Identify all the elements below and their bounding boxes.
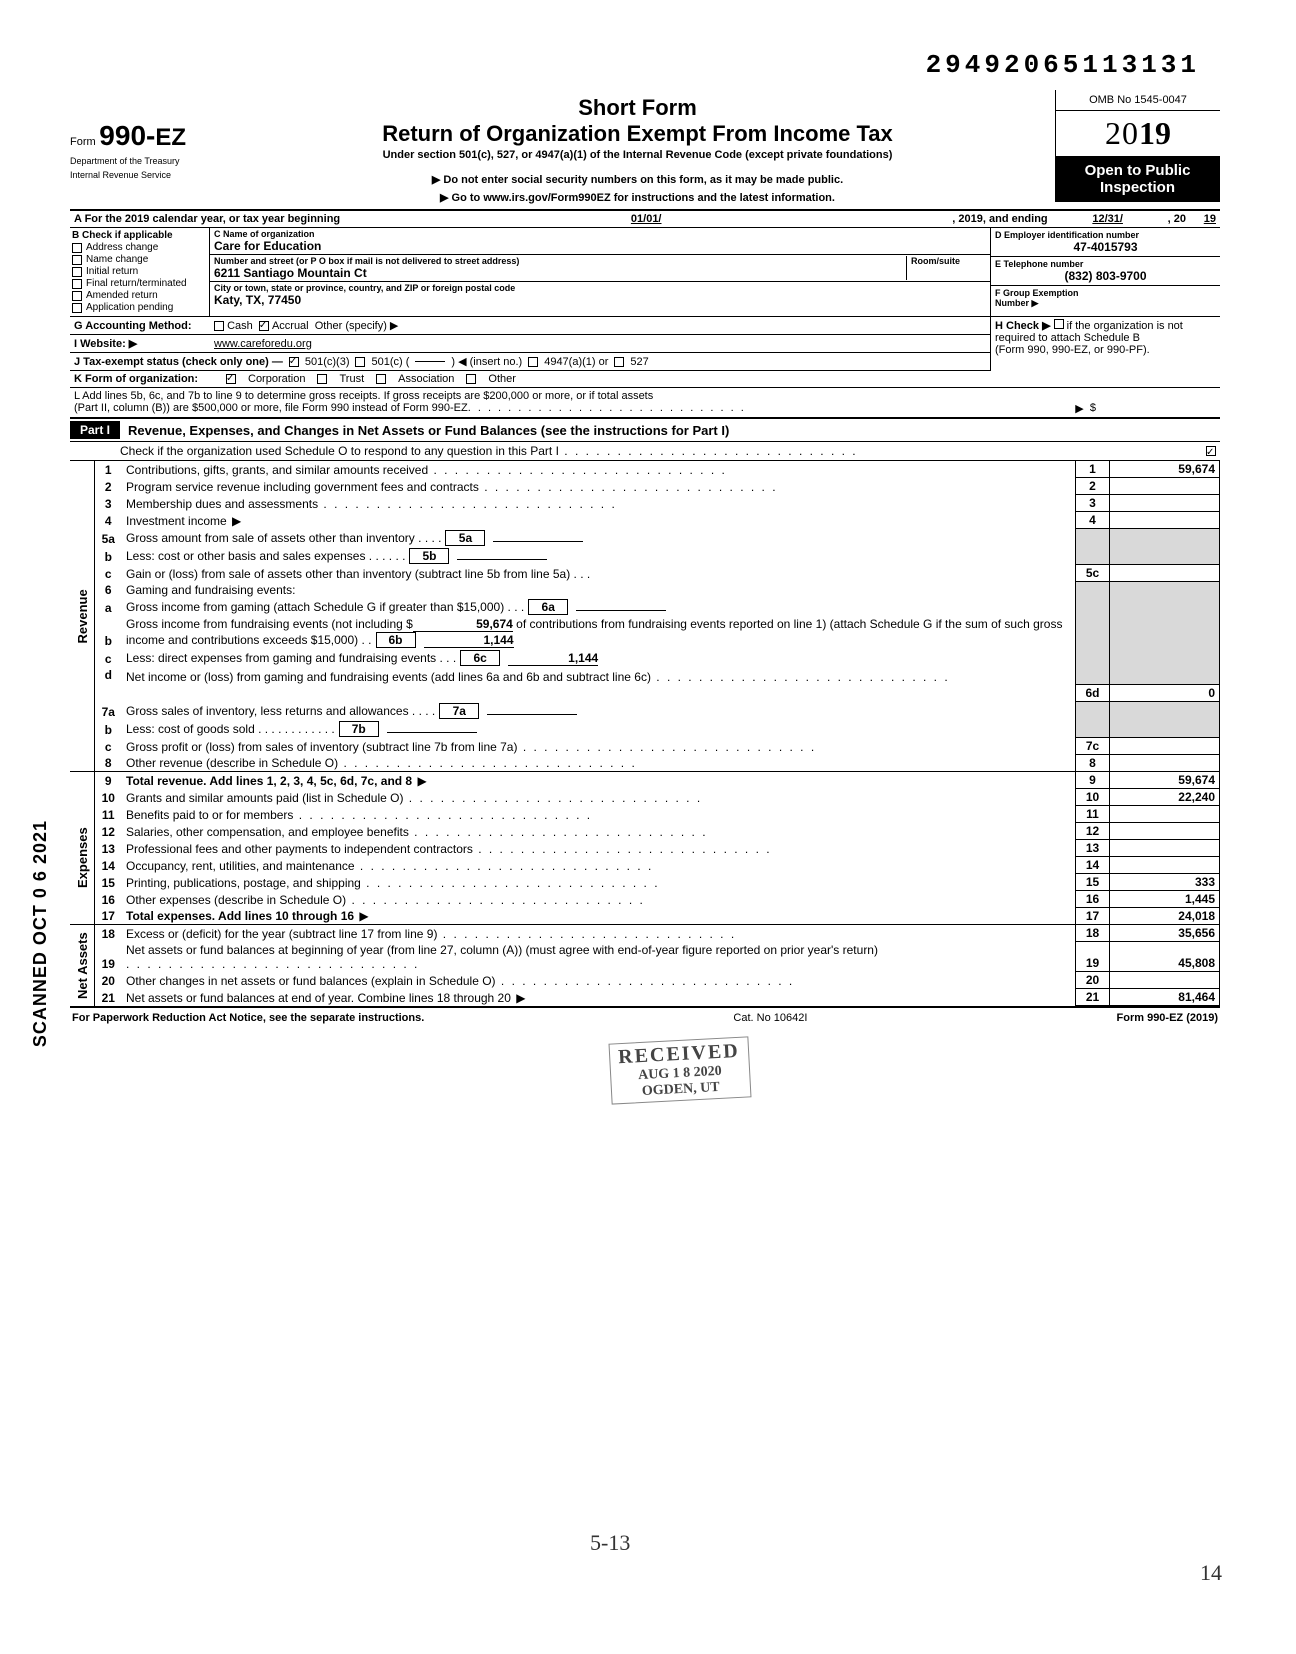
col-b-checkboxes: B Check if applicable Address change Nam…	[70, 228, 210, 316]
entity-block: B Check if applicable Address change Nam…	[70, 228, 1220, 317]
city: Katy, TX, 77450	[214, 293, 986, 307]
tel-label: E Telephone number	[995, 259, 1216, 269]
handwriting-1: 5-13	[590, 1530, 630, 1556]
line-17-val: 24,018	[1110, 908, 1220, 925]
subtitle: Under section 501(c), 527, or 4947(a)(1)…	[230, 149, 1045, 161]
chk-final-return[interactable]: Final return/terminated	[86, 278, 187, 289]
chk-address-change[interactable]: Address change	[86, 242, 158, 253]
city-label: City or town, state or province, country…	[214, 283, 986, 293]
footer-right: Form 990-EZ (2019)	[1117, 1012, 1218, 1024]
header-center: Short Form Return of Organization Exempt…	[220, 90, 1055, 209]
part-1-table: Revenue 1Contributions, gifts, grants, a…	[70, 461, 1220, 1006]
form-suffix: EZ	[155, 124, 186, 151]
footer-left: For Paperwork Reduction Act Notice, see …	[72, 1012, 424, 1024]
street: 6211 Santiago Mountain Ct	[214, 266, 906, 280]
line-18-val: 35,656	[1110, 925, 1220, 942]
org-name-label: C Name of organization	[214, 229, 986, 239]
handwriting-2: 14	[1200, 1560, 1222, 1586]
chk-name-change[interactable]: Name change	[86, 254, 148, 265]
chk-initial-return[interactable]: Initial return	[86, 266, 138, 277]
part-1-header: Part I Revenue, Expenses, and Changes in…	[70, 418, 1220, 442]
short-form-label: Short Form	[230, 95, 1045, 121]
line-21-val: 81,464	[1110, 989, 1220, 1006]
f-label: F Group ExemptionNumber ▶	[995, 288, 1216, 309]
part-1-tag: Part I	[70, 421, 120, 439]
form-page: 29492065113131 Form 990-EZ Department of…	[70, 50, 1220, 1028]
schedule-o-check: Check if the organization used Schedule …	[70, 442, 1220, 461]
line-16-val: 1,445	[1110, 891, 1220, 908]
street-label: Number and street (or P O box if mail is…	[214, 256, 906, 266]
schedule-o-checkbox[interactable]	[1206, 446, 1216, 456]
received-stamp: RECEIVED AUG 1 8 2020 OGDEN, UT	[608, 1036, 751, 1104]
form-id-block: Form 990-EZ Department of the Treasury I…	[70, 90, 220, 180]
ein-label: D Employer identification number	[995, 230, 1216, 240]
expenses-side: Expenses	[70, 789, 94, 925]
form-number: 990-	[99, 120, 155, 151]
revenue-side: Revenue	[70, 461, 94, 772]
row-j: J Tax-exempt status (check only one) — 5…	[70, 353, 990, 371]
chk-amended[interactable]: Amended return	[86, 290, 158, 301]
row-l: L Add lines 5b, 6c, and 7b to line 9 to …	[70, 388, 1220, 418]
tel: (832) 803-9700	[995, 269, 1216, 283]
header: Form 990-EZ Department of the Treasury I…	[70, 90, 1220, 211]
row-i: I Website: ▶ www.careforedu.org	[70, 335, 990, 353]
goto-link: ▶ Go to www.irs.gov/Form990EZ for instru…	[230, 191, 1045, 204]
ein: 47-4015793	[995, 240, 1216, 254]
footer: For Paperwork Reduction Act Notice, see …	[70, 1006, 1220, 1028]
dept2: Internal Revenue Service	[70, 166, 220, 180]
row-h: H Check ▶ if the organization is not req…	[990, 317, 1220, 371]
dln-number: 29492065113131	[926, 50, 1200, 80]
col-d: D Employer identification number 47-4015…	[990, 228, 1220, 316]
footer-cat: Cat. No 10642I	[733, 1012, 807, 1024]
line-10-val: 22,240	[1110, 789, 1220, 806]
year-box: 2019	[1055, 111, 1220, 156]
line-9-val: 59,674	[1110, 772, 1220, 789]
form-prefix: Form	[70, 136, 96, 148]
net-assets-side: Net Assets	[70, 925, 94, 1006]
return-title: Return of Organization Exempt From Incom…	[230, 121, 1045, 147]
row-g: G Accounting Method: Cash Accrual Other …	[70, 317, 990, 335]
line-19-val: 45,808	[1110, 942, 1220, 972]
line-a: A For the 2019 calendar year, or tax yea…	[70, 211, 1220, 228]
scanned-stamp: SCANNED OCT 0 6 2021	[30, 820, 51, 1047]
ssn-warning: ▶ Do not enter social security numbers o…	[230, 173, 1045, 186]
line-15-val: 333	[1110, 874, 1220, 891]
line-1-val: 59,674	[1110, 461, 1220, 478]
room-label: Room/suite	[911, 256, 986, 266]
open-to-public: Open to PublicInspection	[1055, 156, 1220, 202]
chk-pending[interactable]: Application pending	[86, 302, 173, 313]
line-6d-val: 0	[1110, 685, 1220, 702]
col-c: C Name of organization Care for Educatio…	[210, 228, 990, 316]
row-k: K Form of organization: Corporation Trus…	[70, 371, 1220, 388]
omb-number: OMB No 1545-0047	[1055, 90, 1220, 111]
part-1-title: Revenue, Expenses, and Changes in Net As…	[128, 423, 729, 438]
dept1: Department of the Treasury	[70, 152, 220, 166]
header-right: OMB No 1545-0047 2019 Open to PublicInsp…	[1055, 90, 1220, 202]
org-name: Care for Education	[214, 239, 986, 253]
